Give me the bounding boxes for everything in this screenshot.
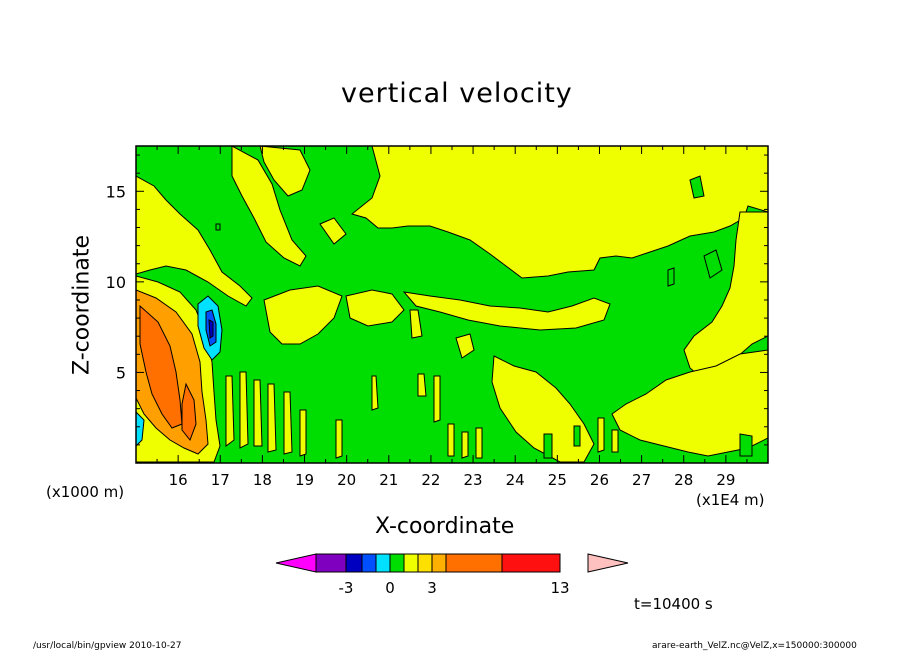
field-yellow-blob-18 bbox=[417, 373, 427, 397]
x-tick-label: 23 bbox=[464, 471, 483, 489]
field-yellow-stripe-4 bbox=[267, 383, 277, 453]
x-tick-label: 26 bbox=[590, 471, 609, 489]
x-tick-label: 22 bbox=[421, 471, 440, 489]
field-yellow-stripe-2 bbox=[239, 371, 249, 449]
x-tick-label: 25 bbox=[548, 471, 567, 489]
field-yellow-upper-right bbox=[350, 146, 768, 279]
field-green-island-1 bbox=[689, 175, 705, 199]
x-tick-label: 24 bbox=[506, 471, 525, 489]
field-yellow-plume-2 bbox=[231, 146, 307, 267]
field-yellow-lower-center bbox=[491, 355, 595, 463]
x-axis-label: X-coordinate bbox=[375, 514, 515, 539]
field-yellow-stripe-13 bbox=[597, 417, 605, 453]
x-unit-right: (x1E4 m) bbox=[696, 491, 765, 509]
field-green-island-4 bbox=[739, 433, 753, 457]
field-yellow-blob-15 bbox=[455, 333, 475, 359]
y-tick-label: 15 bbox=[106, 182, 126, 201]
field-yellow-center bbox=[263, 285, 343, 345]
field-yellow-lower-right bbox=[611, 349, 768, 457]
field-yellow-stripe-9 bbox=[433, 375, 441, 423]
field-yellow-stripe-10 bbox=[447, 423, 455, 457]
field-green-island-7 bbox=[543, 433, 553, 459]
field-yellow-stripe-1 bbox=[225, 375, 235, 447]
x-tick-label: 27 bbox=[632, 471, 651, 489]
chart-title: vertical velocity bbox=[341, 78, 573, 109]
field-darkblue-downdraft bbox=[208, 319, 214, 339]
field-green-island-2 bbox=[703, 249, 723, 279]
x-tick-label: 18 bbox=[253, 471, 272, 489]
field-yellow-blob-16 bbox=[409, 309, 423, 339]
axes: 16 17 18 19 20 21 22 23 24 25 26 27 28 29 5 10 15 bbox=[106, 146, 768, 489]
field-yellow-mid-right bbox=[683, 211, 768, 379]
y-tick-label: 10 bbox=[106, 273, 126, 292]
field-yellow-stripe-11 bbox=[461, 431, 469, 459]
x-tick-label: 29 bbox=[716, 471, 735, 489]
field-green-island-3 bbox=[667, 267, 675, 287]
x-tick-label: 21 bbox=[379, 471, 398, 489]
field-yellow-stripe-14 bbox=[611, 429, 619, 453]
field-yellow-stripe-5 bbox=[283, 391, 293, 455]
x-tick-label: 17 bbox=[211, 471, 230, 489]
field-yellow-plume-3 bbox=[259, 146, 311, 197]
x-tick-label: 20 bbox=[337, 471, 356, 489]
footer-left: /usr/local/bin/gpview 2010-10-27 bbox=[33, 641, 182, 651]
field-green-island-6 bbox=[215, 223, 221, 231]
x-unit-left: (x1000 m) bbox=[46, 483, 125, 501]
field-green-island-5 bbox=[573, 425, 581, 447]
field-yellow-stripe-6 bbox=[299, 409, 307, 457]
y-tick-label: 5 bbox=[116, 363, 126, 382]
field-yellow-upper-left bbox=[136, 175, 253, 307]
field-darkorange-core-2 bbox=[181, 382, 197, 441]
footer-right: arare-earth_VelZ.nc@VelZ,x=150000:300000 bbox=[652, 641, 857, 651]
field-yellow-stripe-12 bbox=[475, 427, 483, 459]
field-cyan-left-edge bbox=[136, 411, 145, 447]
time-annotation: t=10400 s bbox=[634, 595, 713, 613]
field-yellow-blob-17 bbox=[319, 217, 347, 245]
field-yellow-stripe-7 bbox=[335, 419, 343, 459]
field-darkorange-core bbox=[139, 304, 183, 429]
field-yellow-center-2 bbox=[345, 289, 405, 327]
x-tick-label: 28 bbox=[674, 471, 693, 489]
field-yellow-stripe-8 bbox=[371, 375, 379, 411]
field-yellow-stripe-3 bbox=[253, 379, 263, 447]
field-yellow-band bbox=[402, 291, 611, 331]
x-tick-label: 19 bbox=[295, 471, 314, 489]
x-tick-label: 16 bbox=[169, 471, 188, 489]
